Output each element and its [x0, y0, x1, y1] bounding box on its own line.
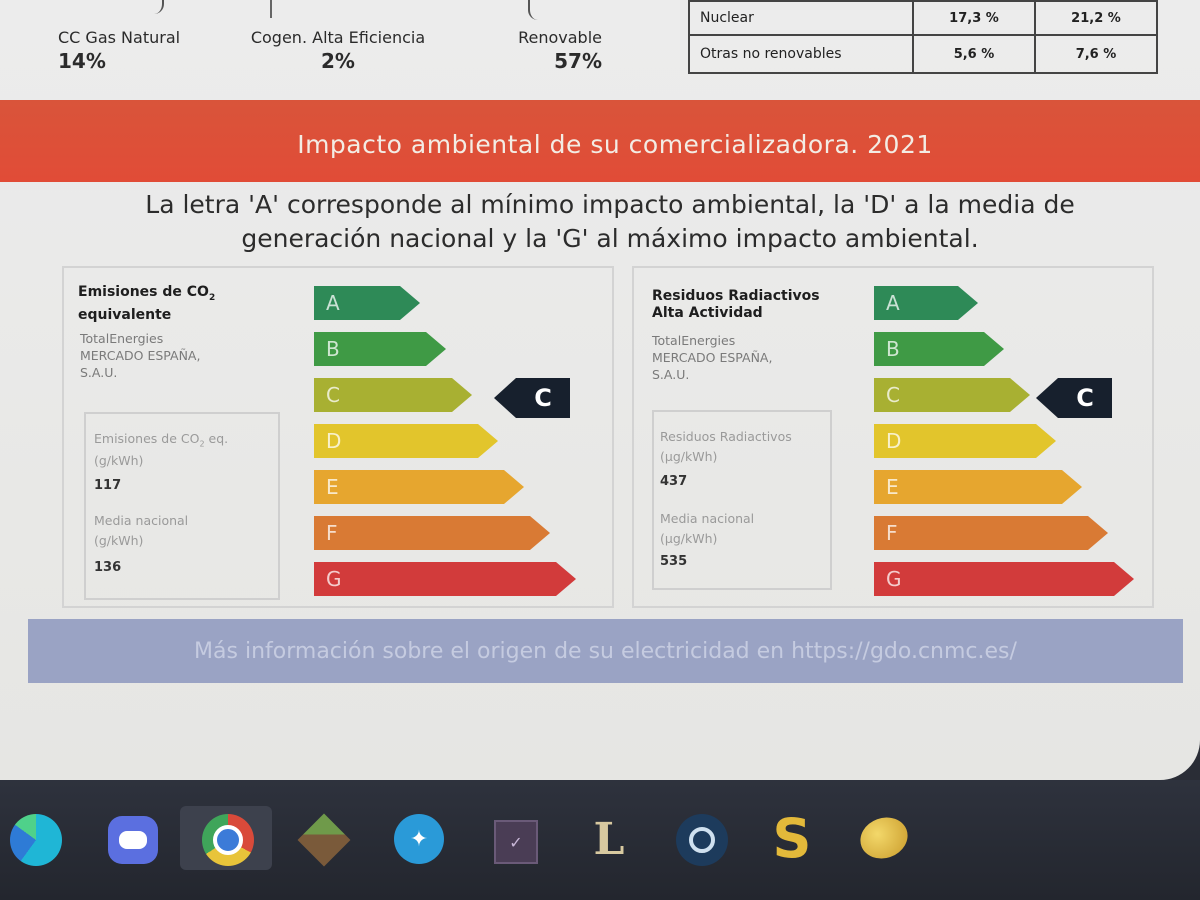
metrics-box: Residuos Radiactivos (µg/kWh) 437 Media …	[652, 410, 832, 590]
table-cell-company: 5,6 %	[912, 34, 1036, 74]
metric-unit: (µg/kWh)	[660, 449, 718, 464]
radio-panel: Residuos Radiactivos Alta Actividad Tota…	[632, 266, 1154, 608]
rating-arrow-letter: A	[326, 291, 340, 315]
edge-icon[interactable]	[10, 814, 62, 866]
rating-arrow-letter: C	[886, 383, 900, 407]
banner-title: Impacto ambiental de su comercializadora…	[297, 129, 933, 159]
rating-arrow-letter: F	[326, 521, 338, 545]
intro-text: La letra 'A' corresponde al mínimo impac…	[145, 190, 1075, 253]
metrics-box: Emisiones de CO2 eq. (g/kWh) 117 Media n…	[84, 412, 280, 600]
national-label: Media nacional	[94, 513, 189, 528]
national-value: 136	[94, 560, 122, 575]
rating-arrow-f: F	[314, 516, 550, 550]
national-value: 535	[660, 554, 688, 569]
table-cell-source: Otras no renovables	[688, 34, 914, 74]
mix-table: Nuclear 17,3 % 21,2 % Otras no renovable…	[688, 0, 1158, 74]
rating-marker: C	[492, 378, 570, 418]
rating-arrow-b: B	[874, 332, 1004, 366]
table-cell-national: 21,2 %	[1034, 0, 1158, 36]
metric-label: Residuos Radiactivos	[660, 429, 792, 444]
national-unit: (µg/kWh)	[660, 531, 718, 546]
info-link-text[interactable]: Más información sobre el origen de su el…	[194, 638, 1017, 664]
table-cell-national: 7,6 %	[1034, 34, 1158, 74]
info-bar: Más información sobre el origen de su el…	[28, 619, 1183, 683]
rating-arrow-letter: G	[326, 567, 342, 591]
rating-arrow-e: E	[314, 470, 524, 504]
source-label: Cogen. Alta Eficiencia	[250, 28, 426, 47]
rating-arrow-c: C	[874, 378, 1030, 412]
rating-arrow-letter: B	[886, 337, 900, 361]
vpn-icon[interactable]: ✦	[394, 814, 444, 864]
source-label: CC Gas Natural	[58, 28, 181, 47]
metric-unit: (g/kWh)	[94, 453, 144, 468]
screen: CC Gas Natural 14% Cogen. Alta Eficienci…	[0, 0, 1200, 780]
company-name: TotalEnergies MERCADO ESPAÑA, S.A.U.	[80, 331, 201, 380]
rating-arrow-letter: B	[326, 337, 340, 361]
metric-value: 117	[94, 478, 122, 493]
metric-value: 437	[660, 474, 688, 489]
section-banner: Impacto ambiental de su comercializadora…	[0, 100, 1200, 182]
discord-icon[interactable]	[108, 816, 158, 864]
app-icon[interactable]: ✓	[494, 820, 538, 864]
chart-connector	[528, 0, 542, 20]
rating-arrow-b: B	[314, 332, 446, 366]
source-value: 14%	[58, 49, 106, 73]
rating-arrow-a: A	[874, 286, 978, 320]
table-cell-source: Nuclear	[688, 0, 914, 36]
rating-arrow-letter: F	[886, 521, 898, 545]
rating-arrow-letter: C	[326, 383, 340, 407]
source-renewable: Renovable 57%	[500, 28, 602, 73]
chrome-icon[interactable]	[202, 814, 254, 866]
co2-panel: Emisiones de CO2 equivalente TotalEnergi…	[62, 266, 614, 608]
rating-letter: C	[1076, 384, 1094, 412]
steam-icon[interactable]	[676, 814, 728, 866]
source-cogen: Cogen. Alta Eficiencia 2%	[240, 28, 436, 73]
panel-title: Emisiones de CO2 equivalente	[78, 284, 216, 323]
rating-arrow-g: G	[314, 562, 576, 596]
rating-letter: C	[534, 384, 552, 412]
company-name: TotalEnergies MERCADO ESPAÑA, S.A.U.	[652, 333, 773, 382]
table-cell-company: 17,3 %	[912, 0, 1036, 36]
rating-arrow-letter: G	[886, 567, 902, 591]
rating-arrow-f: F	[874, 516, 1108, 550]
panel-title: Residuos Radiactivos Alta Actividad	[652, 288, 820, 321]
league-icon[interactable]: L	[593, 813, 625, 865]
rating-arrow-letter: E	[326, 475, 339, 499]
chart-connector	[270, 0, 272, 18]
source-value: 57%	[554, 49, 602, 73]
source-label: Renovable	[518, 28, 602, 47]
rating-marker: C	[1036, 378, 1112, 418]
rating-arrow-d: D	[314, 424, 498, 458]
table-row: Otras no renovables 5,6 % 7,6 %	[688, 34, 1158, 74]
national-unit: (g/kWh)	[94, 533, 144, 548]
metric-label: Emisiones de CO2 eq.	[94, 431, 229, 449]
rating-arrow-d: D	[874, 424, 1056, 458]
rating-arrow-letter: E	[886, 475, 899, 499]
table-row: Nuclear 17,3 % 21,2 %	[688, 0, 1158, 36]
chart-connector	[150, 0, 164, 14]
s-app-icon[interactable]: S	[772, 806, 812, 870]
rating-arrow-letter: D	[326, 429, 342, 453]
rating-arrow-letter: A	[886, 291, 900, 315]
source-gas: CC Gas Natural 14%	[58, 28, 180, 73]
rating-arrow-g: G	[874, 562, 1134, 596]
rating-arrow-e: E	[874, 470, 1082, 504]
rating-arrow-c: C	[314, 378, 472, 412]
rating-arrow-letter: D	[886, 429, 902, 453]
source-value: 2%	[321, 49, 355, 73]
national-label: Media nacional	[660, 511, 755, 526]
rating-arrow-a: A	[314, 286, 420, 320]
